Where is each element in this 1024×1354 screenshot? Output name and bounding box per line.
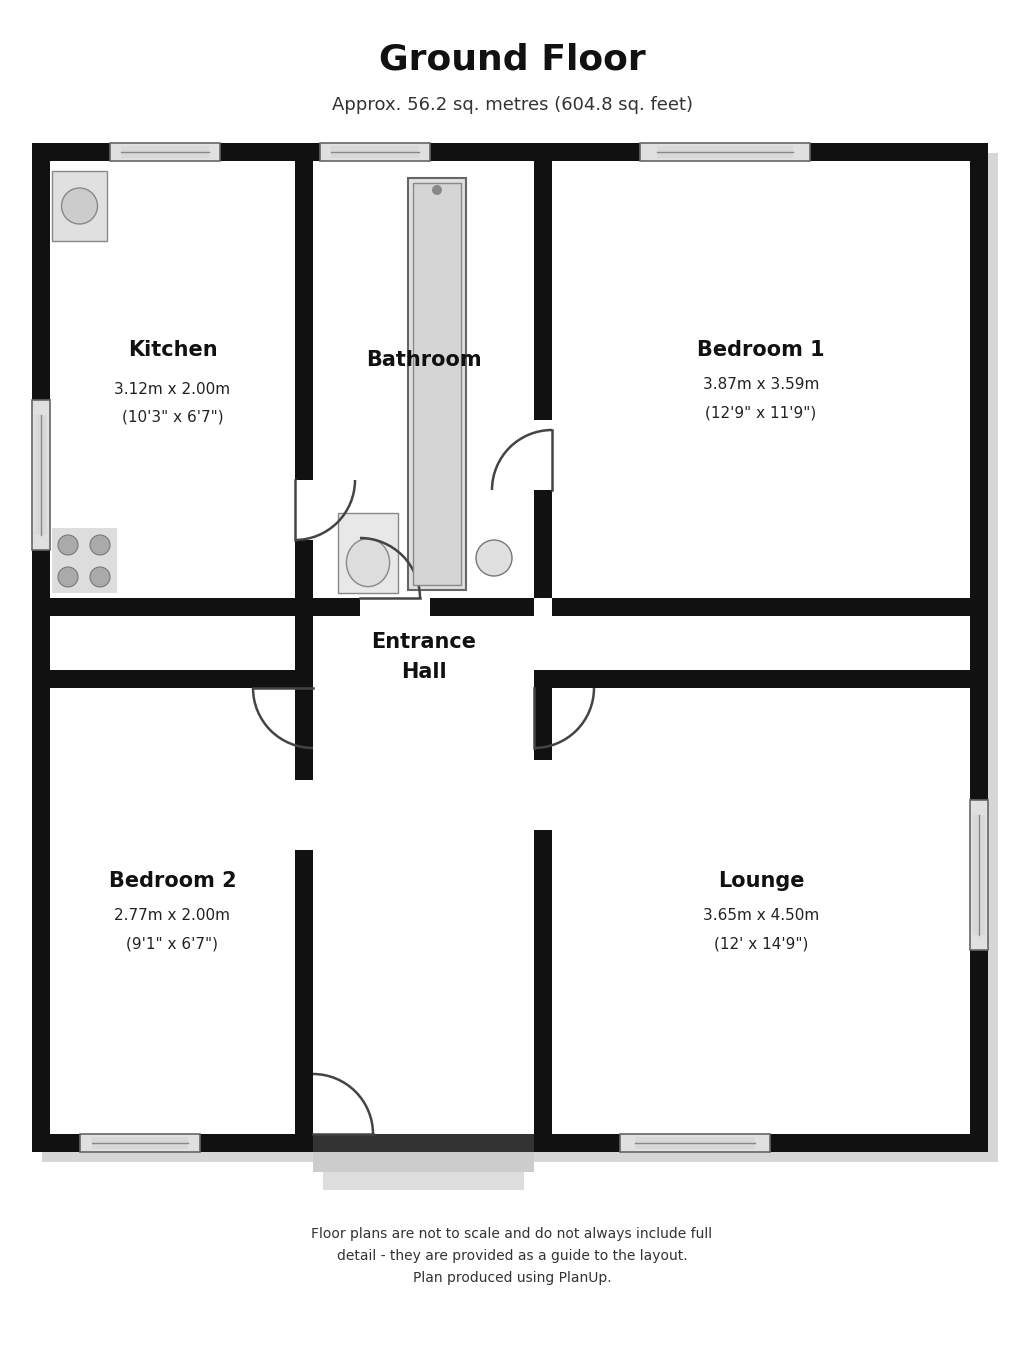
Bar: [32, 144, 988, 161]
Bar: [319, 144, 430, 161]
Bar: [32, 399, 50, 550]
Bar: [52, 171, 106, 241]
Bar: [295, 670, 313, 688]
Text: 3.87m x 3.59m: 3.87m x 3.59m: [702, 376, 819, 393]
Text: Bathroom: Bathroom: [366, 349, 481, 370]
Circle shape: [90, 567, 110, 588]
Bar: [32, 1135, 313, 1152]
Bar: [313, 1152, 534, 1173]
Bar: [552, 670, 970, 688]
Text: Approx. 56.2 sq. metres (604.8 sq. feet): Approx. 56.2 sq. metres (604.8 sq. feet): [332, 96, 692, 114]
Bar: [80, 1135, 200, 1152]
Bar: [534, 420, 552, 490]
Text: Ground Floor: Ground Floor: [379, 43, 645, 77]
Bar: [295, 780, 313, 850]
Bar: [338, 513, 398, 593]
Bar: [534, 670, 552, 688]
Circle shape: [61, 188, 97, 223]
Bar: [52, 528, 117, 593]
Bar: [319, 144, 430, 161]
Text: Kitchen: Kitchen: [128, 340, 217, 360]
Circle shape: [432, 185, 442, 195]
Text: 3.12m x 2.00m: 3.12m x 2.00m: [115, 382, 230, 397]
Bar: [620, 1135, 770, 1152]
Bar: [295, 481, 313, 540]
Bar: [295, 144, 313, 598]
Bar: [360, 598, 430, 616]
Text: 3.65m x 4.50m: 3.65m x 4.50m: [702, 909, 819, 923]
Bar: [50, 670, 295, 688]
Bar: [534, 1135, 988, 1152]
Bar: [42, 153, 998, 1162]
Text: (12'9" x 11'9"): (12'9" x 11'9"): [706, 405, 816, 420]
Bar: [32, 399, 50, 550]
Bar: [970, 800, 988, 951]
Bar: [408, 177, 466, 590]
Bar: [295, 161, 313, 688]
Bar: [313, 1135, 534, 1152]
Bar: [657, 146, 793, 158]
Bar: [640, 144, 810, 161]
Bar: [973, 815, 985, 936]
Circle shape: [90, 535, 110, 555]
Bar: [635, 1137, 755, 1150]
Bar: [534, 760, 552, 830]
Bar: [323, 1173, 524, 1190]
Bar: [110, 144, 220, 161]
Bar: [32, 144, 988, 1152]
Circle shape: [58, 567, 78, 588]
Bar: [534, 688, 552, 1135]
Text: (10'3" x 6'7"): (10'3" x 6'7"): [122, 410, 223, 425]
Text: Entrance: Entrance: [371, 632, 476, 653]
Text: Bedroom 2: Bedroom 2: [109, 871, 237, 891]
Bar: [413, 183, 461, 585]
Bar: [110, 144, 220, 161]
Ellipse shape: [346, 539, 389, 586]
Bar: [640, 144, 810, 161]
Bar: [295, 688, 313, 1135]
Bar: [970, 800, 988, 951]
Bar: [35, 414, 47, 535]
Text: Bedroom 1: Bedroom 1: [697, 340, 824, 360]
Bar: [338, 513, 398, 593]
Bar: [552, 598, 970, 616]
Bar: [331, 146, 419, 158]
Bar: [970, 144, 988, 1152]
Text: Hall: Hall: [400, 662, 446, 682]
Bar: [534, 161, 552, 598]
Bar: [313, 598, 534, 616]
Text: detail - they are provided as a guide to the layout.: detail - they are provided as a guide to…: [337, 1248, 687, 1263]
Bar: [80, 1135, 200, 1152]
Bar: [620, 1135, 770, 1152]
Bar: [52, 171, 106, 241]
Circle shape: [58, 535, 78, 555]
Bar: [32, 144, 50, 1152]
Text: Floor plans are not to scale and do not always include full: Floor plans are not to scale and do not …: [311, 1227, 713, 1242]
Bar: [92, 1137, 188, 1150]
Text: Plan produced using PlanUp.: Plan produced using PlanUp.: [413, 1271, 611, 1285]
Bar: [50, 598, 295, 616]
Bar: [121, 146, 209, 158]
Text: (12' x 14'9"): (12' x 14'9"): [714, 937, 808, 952]
Text: 2.77m x 2.00m: 2.77m x 2.00m: [115, 909, 230, 923]
Bar: [408, 177, 466, 590]
Circle shape: [476, 540, 512, 575]
Text: (9'1" x 6'7"): (9'1" x 6'7"): [127, 937, 218, 952]
Text: Lounge: Lounge: [718, 871, 804, 891]
